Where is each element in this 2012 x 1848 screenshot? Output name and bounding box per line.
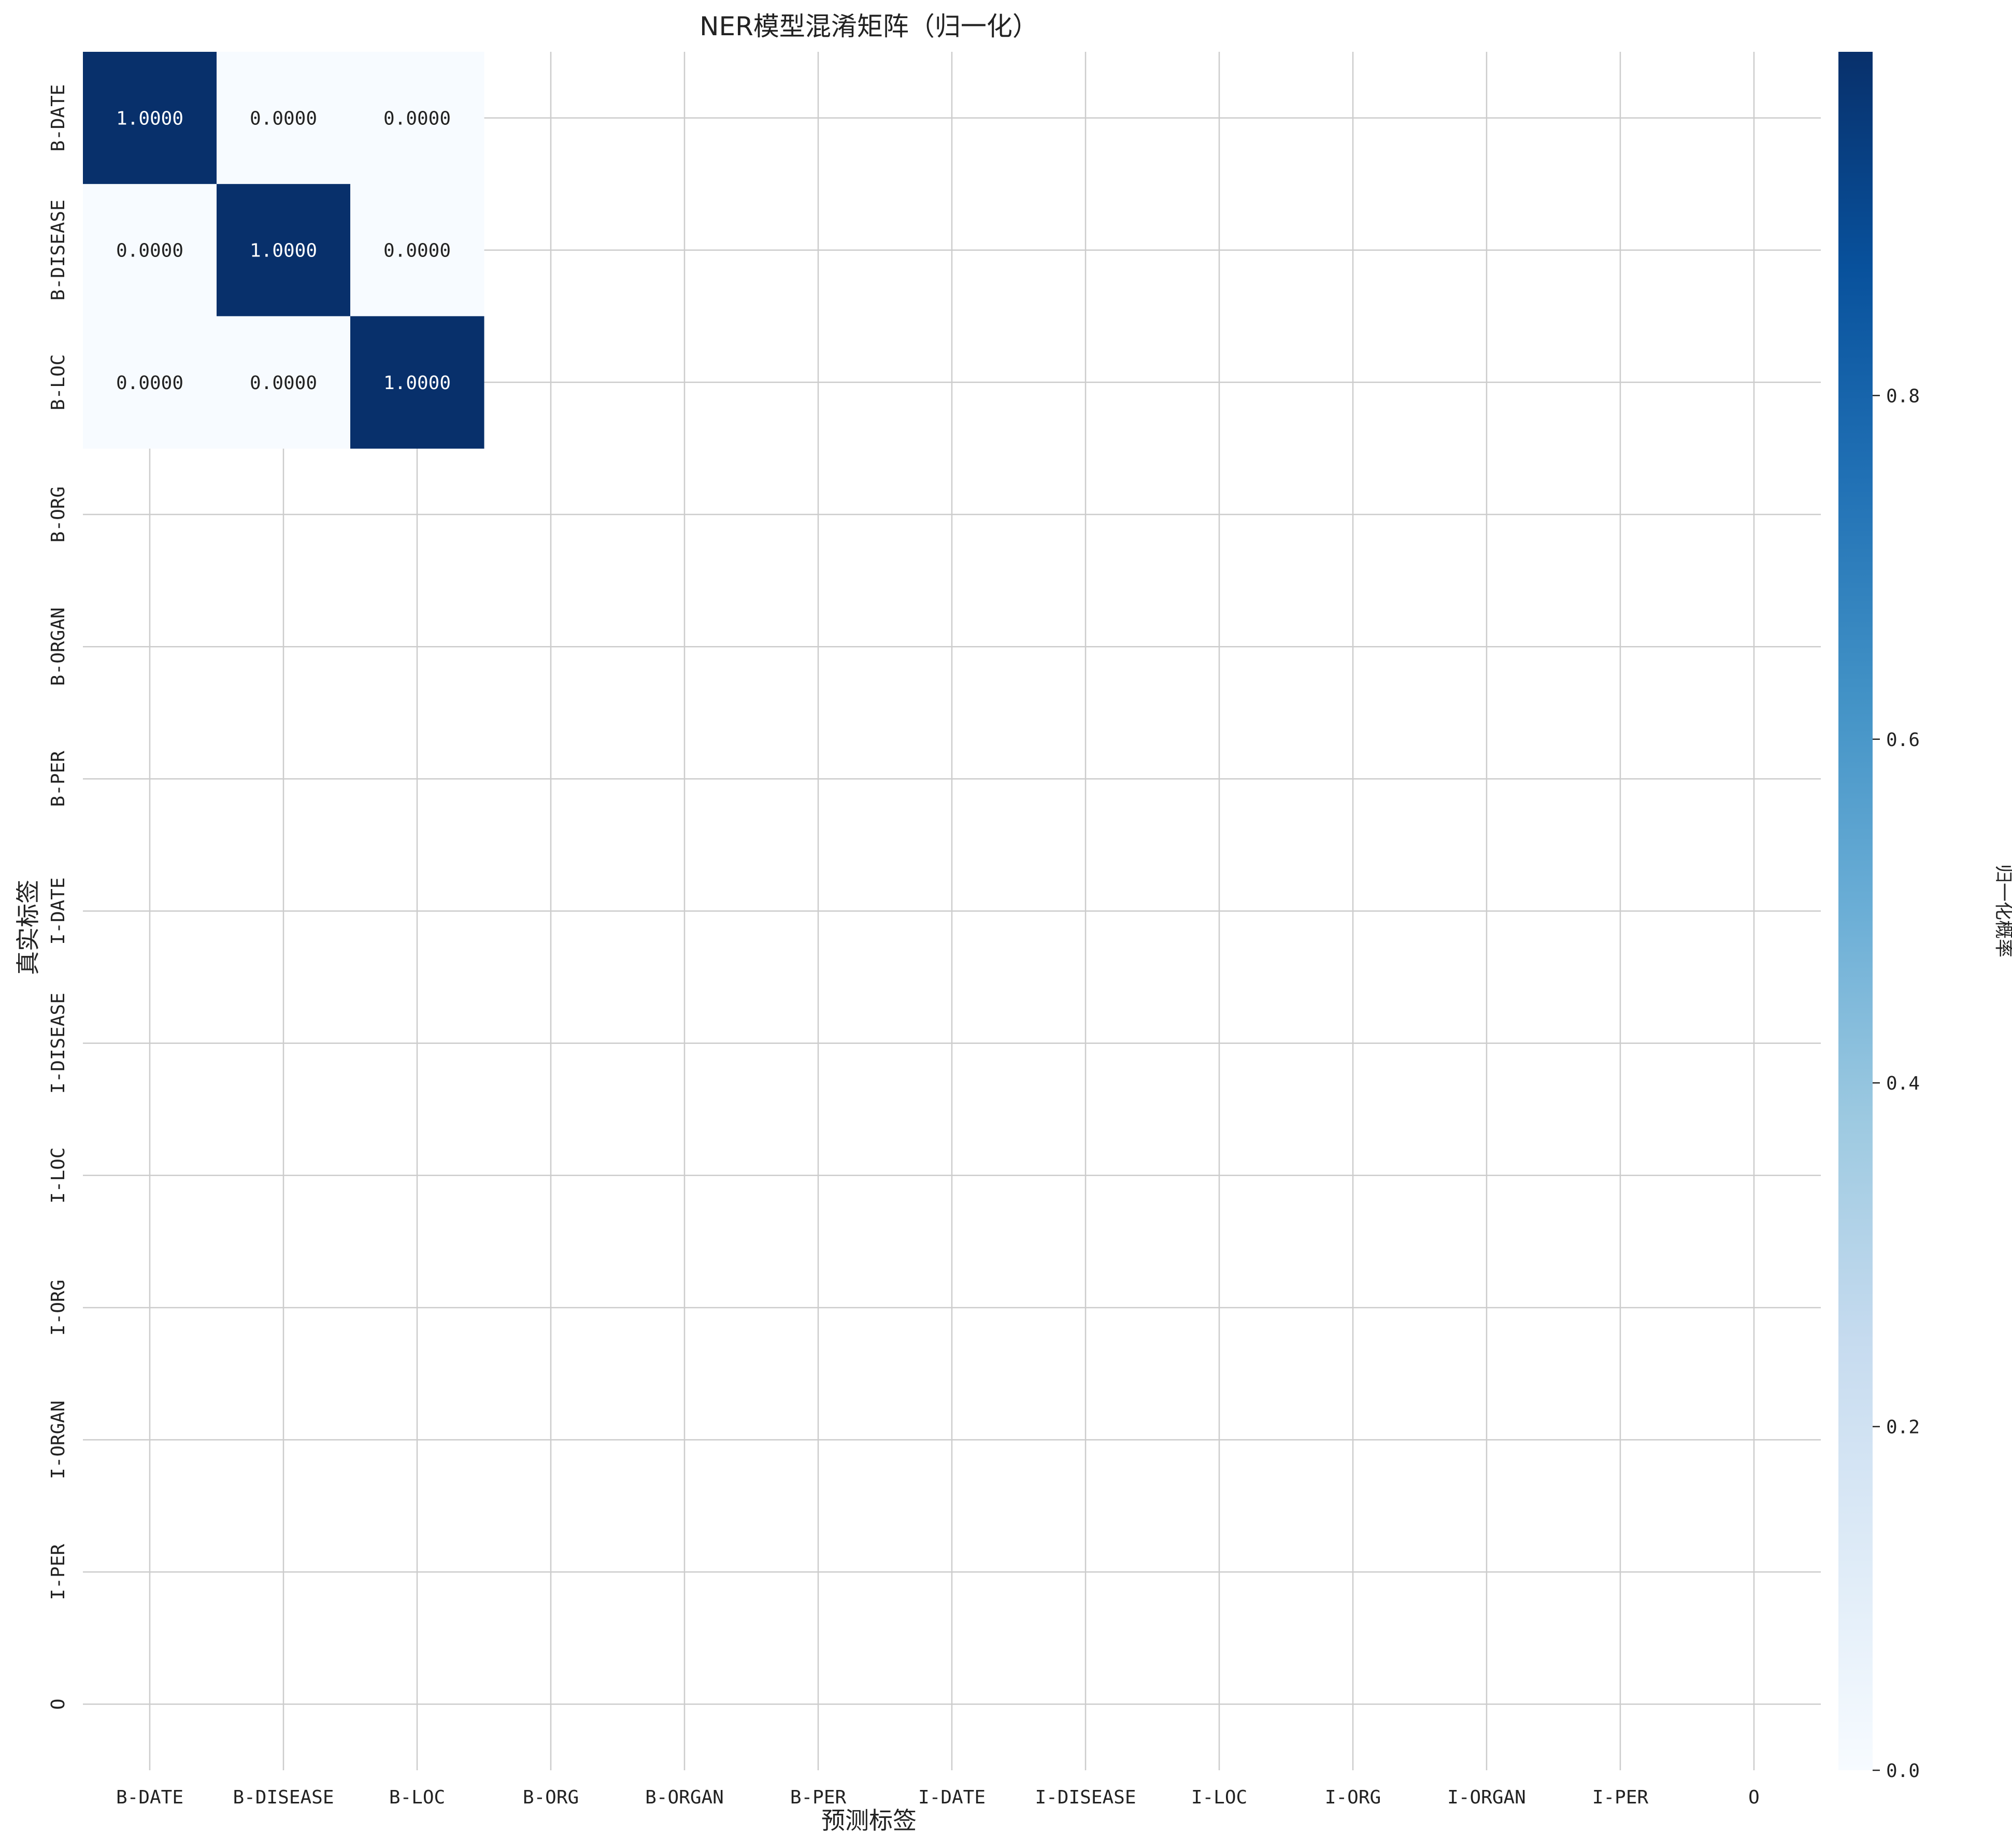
x-tick-label: B-LOC (389, 1787, 445, 1808)
cell-value-label: 1.0000 (383, 373, 451, 394)
colorbar: 0.0 0.2 0.4 0.6 0.8 归一化概率 (1838, 52, 2012, 1782)
heatmap-cells: 1.0000 0.0000 0.0000 0.0000 1.0000 0.0000 0.00… (83, 52, 484, 449)
y-tick-label: B-ORG (48, 486, 69, 542)
y-tick-label: B-DISEASE (48, 199, 69, 300)
colorbar-label: 归一化概率 (1993, 864, 2012, 957)
x-tick-label: I-DISEASE (1035, 1787, 1136, 1808)
cell-value-label: 1.0000 (116, 108, 183, 130)
y-tick-label: I-LOC (48, 1148, 69, 1204)
cell-value-label: 0.0000 (250, 373, 317, 394)
colorbar-tick-label: 0.8 (1886, 385, 1920, 407)
x-tick-label: B-ORG (523, 1787, 579, 1808)
heatmap-cell (350, 52, 484, 184)
y-tick-labels: B-DATE B-DISEASE B-LOC B-ORG B-ORGAN B-PER I-D… (48, 84, 69, 1710)
cell-value-label: 1.0000 (250, 240, 317, 262)
x-tick-label: I-PER (1592, 1787, 1649, 1808)
y-tick-label: I-DISEASE (48, 993, 69, 1094)
y-axis-label: 真实标签 (14, 880, 42, 975)
cell-value-label: 0.0000 (250, 108, 317, 130)
y-tick-label: B-DATE (48, 84, 69, 152)
x-tick-label: I-ORG (1325, 1787, 1381, 1808)
heatmap-cell (350, 184, 484, 317)
x-tick-label: B-PER (790, 1787, 847, 1808)
colorbar-tick-label: 0.0 (1886, 1760, 1920, 1782)
y-tick-label: I-PER (48, 1544, 69, 1600)
x-tick-label: I-DATE (918, 1787, 986, 1808)
cell-value-label: 0.0000 (116, 373, 183, 394)
y-tick-label: I-ORGAN (48, 1400, 69, 1479)
colorbar-tick-label: 0.6 (1886, 729, 1920, 751)
chart-title: NER模型混淆矩阵（归一化） (700, 11, 1038, 41)
cell-value-label: 0.0000 (116, 240, 183, 262)
heatmap-cell (217, 52, 351, 184)
heatmap-cell (83, 52, 217, 184)
y-tick-label: I-ORG (48, 1280, 69, 1336)
x-tick-labels: B-DATE B-DISEASE B-LOC B-ORG B-ORGAN B-PER I-D… (116, 1787, 1760, 1808)
x-tick-label: O (1748, 1787, 1760, 1808)
y-tick-label: O (48, 1699, 69, 1710)
cell-value-label: 0.0000 (383, 240, 451, 262)
grid-lines (83, 52, 1821, 1770)
heatmap-cell (217, 316, 351, 449)
y-tick-label: B-LOC (48, 354, 69, 410)
x-tick-label: B-ORGAN (645, 1787, 724, 1808)
x-axis-label: 预测标签 (821, 1807, 917, 1835)
colorbar-tick-label: 0.2 (1886, 1417, 1920, 1438)
heatmap-cell (83, 184, 217, 317)
x-tick-label: B-DISEASE (233, 1787, 334, 1808)
colorbar-ticks: 0.0 0.2 0.4 0.6 0.8 (1873, 385, 1920, 1782)
x-tick-label: I-LOC (1191, 1787, 1247, 1808)
x-tick-label: I-ORGAN (1447, 1787, 1526, 1808)
cell-value-label: 0.0000 (383, 108, 451, 130)
y-tick-label: B-PER (48, 751, 69, 807)
y-tick-label: I-DATE (48, 877, 69, 944)
y-tick-label: B-ORGAN (48, 607, 69, 686)
heatmap-cell (217, 184, 351, 317)
colorbar-tick-label: 0.4 (1886, 1073, 1920, 1094)
colorbar-gradient (1838, 52, 1873, 1770)
x-tick-label: B-DATE (116, 1787, 183, 1808)
heatmap-cell (350, 316, 484, 449)
heatmap-cell (83, 316, 217, 449)
